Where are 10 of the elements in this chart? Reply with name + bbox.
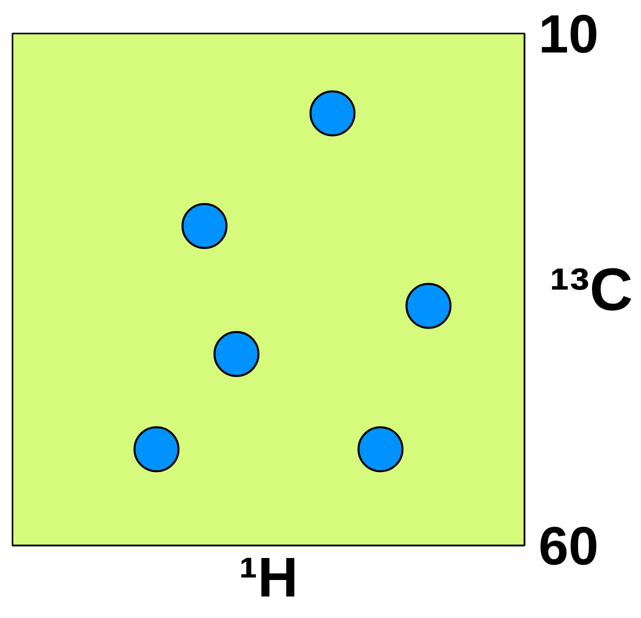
y-tick-label: 60 <box>538 516 599 576</box>
point <box>214 331 260 377</box>
y-axis-title: ¹³C <box>550 256 633 323</box>
y-tick-label: 10 <box>538 4 599 64</box>
point <box>134 426 180 472</box>
point <box>406 282 452 329</box>
point <box>182 203 228 249</box>
point <box>310 90 356 136</box>
x-axis-title: ¹H <box>238 546 298 608</box>
point <box>358 426 404 472</box>
